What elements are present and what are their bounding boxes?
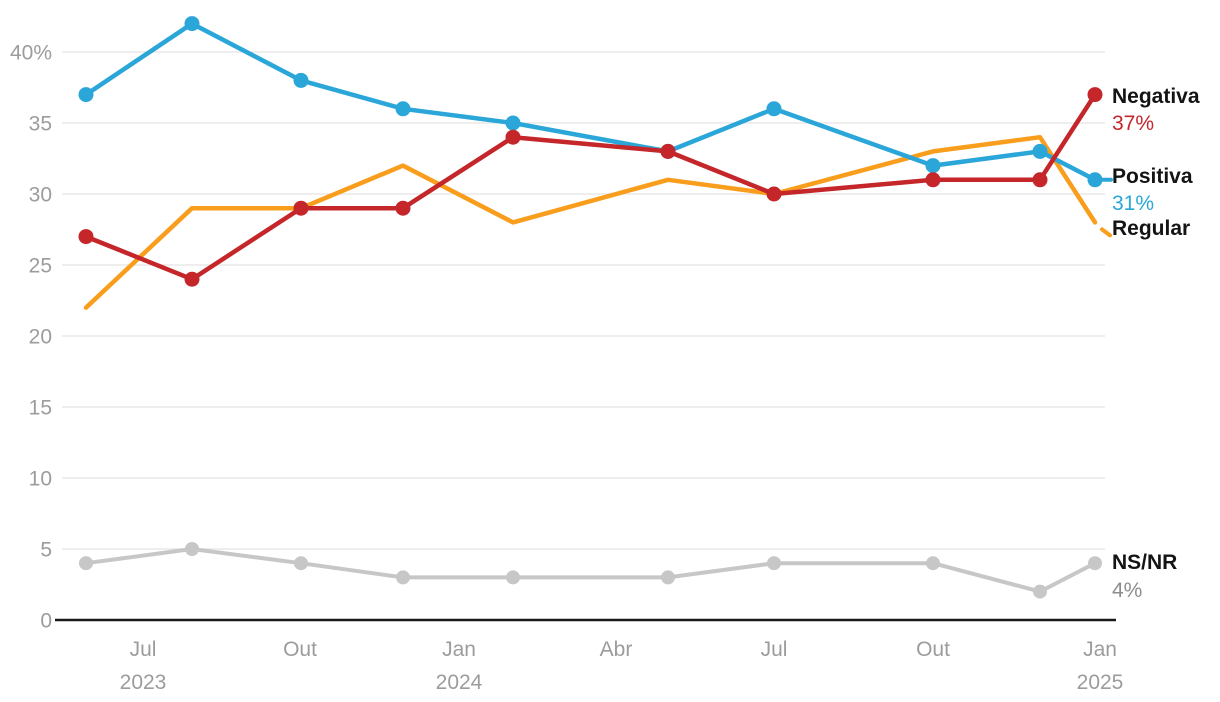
y-axis-tick-label: 0	[40, 610, 52, 633]
y-axis-tick-label: 15	[29, 397, 52, 420]
data-point-negativa	[766, 186, 782, 202]
x-axis-tick-year-label: 2025	[1077, 671, 1124, 694]
data-point-nsnr	[926, 556, 940, 571]
series-line-negativa	[83, 92, 1098, 282]
legend-value-nsnr: 4%	[1112, 579, 1143, 602]
data-point-negativa	[1087, 87, 1103, 103]
data-point-positiva	[766, 101, 782, 117]
y-axis-tick-label: 20	[29, 326, 52, 349]
x-axis-tick-year-label: 2023	[120, 671, 167, 694]
x-axis-tick-label: Jan	[1083, 638, 1117, 661]
data-point-positiva	[293, 72, 309, 88]
data-point-negativa	[184, 271, 200, 287]
data-point-negativa	[78, 229, 94, 245]
data-point-nsnr	[79, 556, 93, 571]
data-point-nsnr	[661, 570, 675, 585]
legend-connector-regular	[1100, 227, 1112, 238]
y-axis-tick-label: 40%	[10, 42, 52, 65]
x-axis-tick-label: Out	[916, 638, 950, 661]
data-point-negativa	[293, 200, 309, 216]
data-point-positiva	[395, 101, 411, 117]
x-axis-tick-label: Out	[283, 638, 317, 661]
legend-label-positiva: Positiva	[1112, 165, 1193, 188]
data-point-nsnr	[1033, 584, 1047, 599]
data-point-nsnr	[767, 556, 781, 571]
y-axis-tick-label: 30	[29, 184, 52, 207]
legend-label-regular: Regular	[1112, 217, 1191, 240]
series-line-nsnr	[84, 547, 1097, 594]
legend-value-positiva: 31%	[1112, 192, 1155, 215]
data-point-positiva	[184, 16, 200, 32]
x-axis-tick-label: Jan	[442, 638, 476, 661]
data-point-negativa	[395, 200, 411, 216]
data-point-positiva	[1032, 143, 1048, 159]
data-point-nsnr	[1088, 556, 1102, 571]
legend-label-negativa: Negativa	[1112, 85, 1200, 108]
data-point-negativa	[660, 143, 676, 159]
x-axis-tick-label: Jul	[130, 638, 157, 661]
data-point-positiva	[1087, 172, 1103, 188]
data-point-negativa	[1032, 172, 1048, 188]
y-axis-tick-label: 5	[40, 539, 52, 562]
y-axis-tick-label: 10	[29, 468, 52, 491]
x-axis-tick-label: Abr	[600, 638, 633, 661]
data-point-nsnr	[294, 556, 308, 571]
legend-label-nsnr: NS/NR	[1112, 551, 1178, 574]
series-line-regular	[83, 134, 1098, 310]
legend-value-negativa: 37%	[1112, 112, 1155, 135]
data-point-positiva	[78, 87, 94, 103]
y-axis-tick-label: 25	[29, 255, 52, 278]
data-point-nsnr	[185, 542, 199, 556]
x-axis-tick-year-label: 2024	[436, 671, 483, 694]
data-point-positiva	[925, 158, 941, 174]
data-point-nsnr	[506, 570, 520, 585]
x-axis-tick-label: Jul	[761, 638, 788, 661]
data-point-negativa	[925, 172, 941, 188]
data-point-nsnr	[396, 570, 410, 585]
data-point-positiva	[505, 115, 521, 131]
y-axis-tick-label: 35	[29, 113, 52, 136]
series-line-positiva	[83, 21, 1098, 183]
data-point-negativa	[505, 129, 521, 145]
